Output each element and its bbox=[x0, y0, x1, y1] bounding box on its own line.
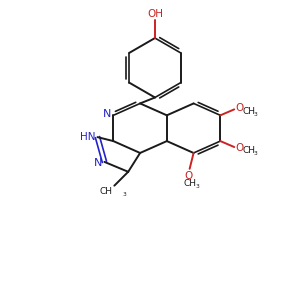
Text: N: N bbox=[103, 109, 111, 119]
Text: O: O bbox=[184, 171, 193, 181]
Text: OH: OH bbox=[147, 9, 163, 19]
Text: $_3$: $_3$ bbox=[253, 110, 258, 119]
Text: CH: CH bbox=[242, 107, 255, 116]
Text: $_3$: $_3$ bbox=[122, 190, 128, 199]
Text: CH: CH bbox=[184, 179, 197, 188]
Text: $_3$: $_3$ bbox=[195, 182, 200, 191]
Text: HN: HN bbox=[80, 132, 95, 142]
Text: O: O bbox=[235, 143, 244, 153]
Text: CH: CH bbox=[99, 187, 112, 196]
Text: O: O bbox=[235, 103, 244, 113]
Text: CH: CH bbox=[242, 146, 255, 155]
Text: N: N bbox=[94, 158, 102, 168]
Text: $_3$: $_3$ bbox=[253, 149, 258, 158]
